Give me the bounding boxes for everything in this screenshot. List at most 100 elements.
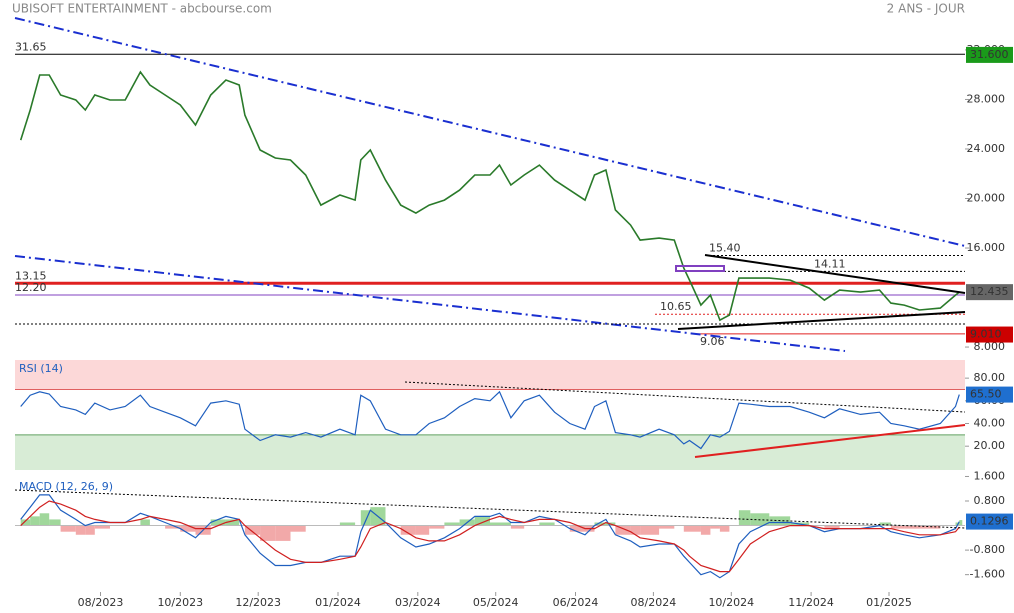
badge-label: 65.50 — [970, 388, 1002, 401]
oversold-zone — [15, 434, 965, 470]
histogram-bar — [400, 525, 416, 535]
x-tick-label: 11/2024 — [788, 596, 834, 609]
y-tick-label: -0.800 — [970, 543, 1005, 556]
level-label: 14.11 — [814, 257, 846, 270]
level-label: 9.06 — [700, 335, 725, 348]
chart-title: UBISOFT ENTERTAINMENT - abcbourse.com — [12, 2, 272, 16]
series-line — [20, 500, 960, 573]
x-tick-label: 06/2024 — [553, 596, 599, 609]
histogram-bar — [904, 525, 920, 529]
histogram-bar — [689, 525, 701, 532]
y-tick-label: 24.000 — [967, 142, 1006, 155]
badge-bg — [966, 513, 1013, 530]
price-badge: 0.1296 — [966, 513, 1013, 530]
histogram-bar — [594, 522, 606, 526]
histogram-bar — [490, 522, 500, 526]
histogram-bar — [499, 522, 511, 526]
x-tick-label: 10/2024 — [708, 596, 754, 609]
histogram-bar — [569, 525, 585, 532]
box — [675, 265, 725, 272]
level-label: 12.20 — [15, 281, 47, 294]
level-label: 10.65 — [660, 300, 692, 313]
price-badge: 65.50 — [966, 386, 1013, 403]
histogram-bar — [260, 525, 276, 541]
x-tick-label: 03/2024 — [395, 596, 441, 609]
badge-label: 9.010 — [970, 328, 1002, 341]
y-tick-label: 1.600 — [974, 469, 1006, 482]
series-line — [20, 390, 960, 450]
overbought-zone — [15, 360, 965, 390]
trend-line — [14, 17, 966, 247]
histogram-bar — [630, 525, 641, 535]
macd-trend — [14, 489, 966, 529]
histogram-bar — [140, 519, 150, 526]
badge-bg — [966, 386, 1013, 403]
histogram-bar — [415, 525, 430, 535]
histogram-bar — [444, 522, 460, 526]
level-label: 31.65 — [15, 40, 47, 53]
y-tick-label: 28.000 — [967, 92, 1006, 105]
histogram-bar — [429, 525, 445, 529]
y-tick-label: 0.800 — [974, 494, 1006, 507]
drawings — [14, 17, 966, 529]
histogram-bar — [60, 525, 76, 532]
panel-title: MACD (12, 26, 9) — [19, 480, 113, 493]
y-tick-label: 40.00 — [974, 417, 1006, 430]
x-tick-label: 01/2025 — [866, 596, 912, 609]
histogram-bar — [710, 525, 720, 529]
x-tick-label: 01/2024 — [315, 596, 361, 609]
histogram-bar — [20, 519, 31, 526]
histogram-bar — [738, 510, 751, 526]
badge-bg — [966, 326, 1013, 343]
badge-bg — [966, 284, 1013, 301]
histogram-bar — [615, 525, 631, 535]
y-tick-label: 16.000 — [967, 241, 1006, 254]
rsi-trend — [694, 424, 966, 458]
series-line — [19, 70, 960, 322]
histogram-bar — [49, 519, 61, 526]
histogram-bar — [890, 525, 905, 529]
badge-label: 12.435 — [970, 285, 1009, 298]
histogram-bar — [879, 522, 891, 526]
histogram-bar — [719, 525, 730, 532]
badge-label: 31.600 — [970, 48, 1009, 61]
x-tick-label: 12/2023 — [235, 596, 281, 609]
histogram-bar — [700, 525, 711, 535]
x-tick-label: 08/2024 — [631, 596, 677, 609]
histogram-bar — [339, 522, 356, 526]
panel-title: RSI (14) — [19, 362, 63, 375]
price-badge: 12.435 — [966, 284, 1013, 301]
histogram-bar — [683, 525, 690, 532]
histogram-bar — [659, 525, 675, 529]
series-line — [20, 494, 960, 579]
y-tick-label: -1.600 — [970, 568, 1005, 581]
histogram-bar — [290, 525, 306, 532]
price-badge: 9.010 — [966, 326, 1013, 343]
x-tick-label: 08/2023 — [78, 596, 124, 609]
histogram-bar — [165, 525, 181, 529]
y-tick-label: 8.000 — [974, 340, 1006, 353]
badge-bg — [966, 46, 1013, 63]
histogram-bar — [474, 516, 490, 526]
histogram-bar — [244, 525, 261, 535]
histogram-bar — [919, 525, 941, 529]
y-tick-label: 20.000 — [967, 192, 1006, 205]
x-tick-label: 05/2024 — [473, 596, 519, 609]
triangle-line — [704, 254, 966, 294]
triangle-line — [677, 311, 966, 330]
level-label: 15.40 — [709, 241, 741, 254]
rsi-trend — [404, 381, 966, 413]
histogram-bar — [640, 525, 660, 535]
histogram-bar — [75, 525, 86, 535]
chart-subtitle: 2 ANS - JOUR — [887, 2, 965, 16]
histogram-bar — [959, 520, 963, 526]
histogram-bar — [30, 516, 40, 526]
histogram-bar — [360, 510, 371, 526]
histogram-bar — [39, 513, 50, 526]
histogram-bar — [210, 519, 226, 526]
y-tick-label: 80.00 — [974, 371, 1006, 384]
histogram-bar — [824, 525, 840, 529]
histogram-bar — [225, 519, 240, 526]
histogram-bar — [85, 525, 95, 535]
